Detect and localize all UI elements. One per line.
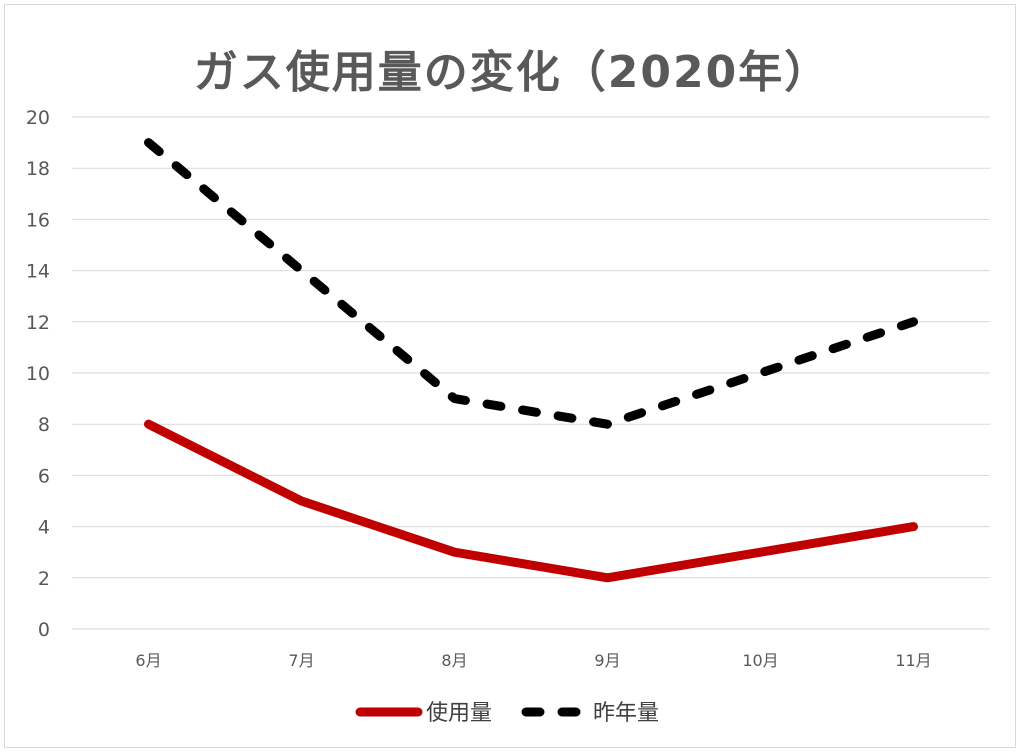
series-line-1 [144,419,918,583]
y-tick-label: 10 [26,363,50,385]
series-lines [144,138,918,583]
y-axis-ticks: 0 2 4 6 8 10 12 14 16 18 20 [26,107,50,641]
y-tick-label: 20 [26,107,50,129]
legend-label-2: 昨年量 [593,701,659,726]
x-tick-label: 9月 [594,651,620,670]
y-tick-label: 14 [26,261,50,283]
legend: 使用量 昨年量 [355,701,659,726]
x-axis-ticks: 6月 7月 8月 9月 10月 11月 [135,651,931,670]
y-tick-label: 16 [26,209,50,231]
chart-frame [4,4,1016,748]
x-tick-label: 6月 [135,651,161,670]
x-tick-label: 10月 [742,651,778,670]
gridlines [72,116,990,630]
y-tick-label: 6 [38,465,50,487]
legend-label-1: 使用量 [426,701,492,726]
chart-title: ガス使用量の変化（2020年） [193,47,831,98]
series-line-2 [144,138,918,429]
y-tick-label: 8 [38,414,50,436]
x-tick-label: 8月 [441,651,467,670]
y-tick-label: 0 [38,619,50,641]
y-tick-label: 4 [38,517,50,539]
x-tick-label: 11月 [895,651,931,670]
x-tick-label: 7月 [288,651,314,670]
y-tick-label: 2 [38,568,50,590]
y-tick-label: 18 [26,158,50,180]
y-tick-label: 12 [26,312,50,334]
